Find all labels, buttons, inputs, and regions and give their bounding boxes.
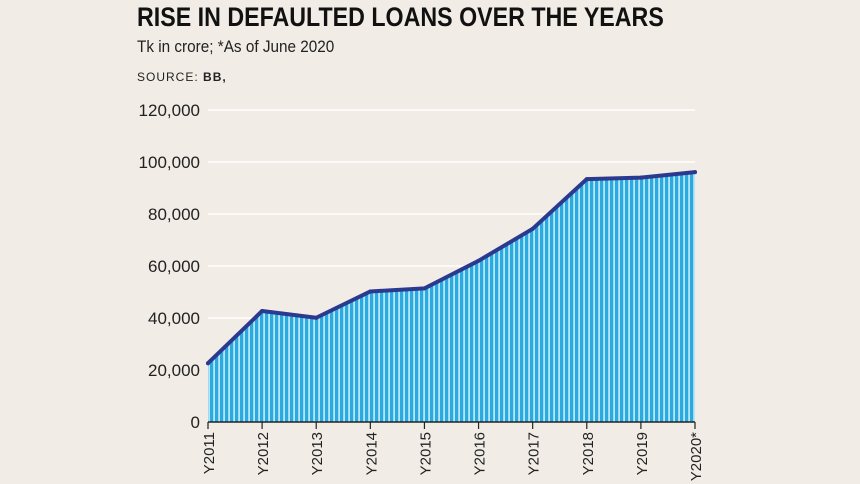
y-axis-ticks: 0 20,000 40,000 60,000 80,000 100,000 120,000 [139,101,200,432]
x-tick-label: Y2015 [417,432,434,475]
chart-title: RISE IN DEFAULTED LOANS OVER THE YEARS [137,2,664,32]
data-point [260,308,265,313]
data-point [422,286,427,291]
series-line-group [206,170,697,366]
source-line: SOURCE: BB, [137,70,227,84]
x-tick-label: Y2016 [472,432,489,475]
x-tick-label: Y2017 [526,432,543,475]
x-tick-label: Y2018 [580,432,597,475]
data-point [368,289,373,294]
y-tick-label: 40,000 [148,309,200,328]
series-area [208,172,695,422]
data-point [530,226,535,231]
y-tick-label: 20,000 [148,361,200,380]
y-tick-label: 60,000 [148,257,200,276]
data-point [206,361,210,366]
data-point [314,315,319,320]
source-value: BB, [203,70,227,84]
x-tick-label: Y2013 [309,432,326,475]
x-tick-label: Y2014 [363,432,380,475]
y-tick-label: 120,000 [139,101,200,120]
x-tick-label: Y2019 [634,432,651,475]
data-point [584,177,589,182]
x-axis-ticks: Y2011 Y2012 Y2013 Y2014 Y2015 Y2016 Y2017 Y2018… [201,432,705,481]
x-tick-label: Y2011 [201,432,218,474]
x-tick-label: Y2020* [688,432,705,481]
data-point [693,170,697,175]
chart-subtitle: Tk in crore; *As of June 2020 [137,37,335,56]
source-label: SOURCE: [137,70,199,84]
y-tick-label: 80,000 [148,205,200,224]
series-line [206,170,697,366]
y-tick-label: 0 [191,413,200,432]
data-point [638,175,643,180]
data-point [476,258,481,263]
x-tick-label: Y2012 [255,432,272,475]
y-tick-label: 100,000 [139,153,200,172]
series-area-fill [208,172,695,422]
x-axis [207,421,696,429]
